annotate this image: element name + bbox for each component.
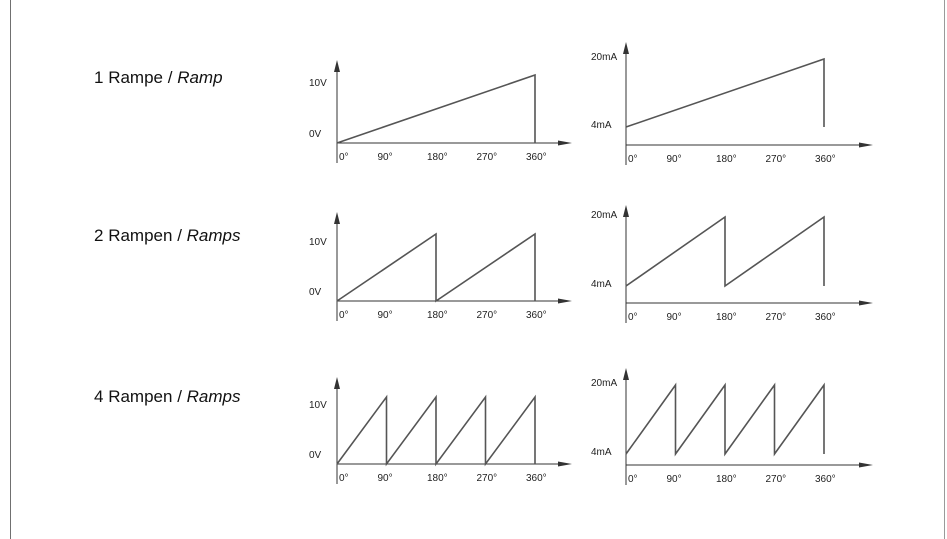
x-tick-label: 90° xyxy=(667,154,682,165)
y-label-low: 0V xyxy=(309,129,322,140)
x-tick-label: 90° xyxy=(667,474,682,485)
y-axis-arrow xyxy=(623,368,629,380)
x-tick-label: 90° xyxy=(378,473,393,484)
ramp-waveform xyxy=(625,382,825,457)
x-tick-label: 360° xyxy=(815,474,836,485)
x-tick-label: 0° xyxy=(628,312,638,323)
y-label-high: 10V xyxy=(309,78,327,89)
y-axis-arrow xyxy=(334,60,340,72)
ramp-waveform xyxy=(625,57,825,128)
x-tick-label: 0° xyxy=(339,473,349,484)
y-axis-arrow xyxy=(334,377,340,389)
x-axis-arrow xyxy=(558,298,572,304)
x-axis-arrow xyxy=(859,462,873,468)
y-label-low: 0V xyxy=(309,287,322,298)
panel-current-row1: 20mA 4mA 0° 90° 180° 270° 360° xyxy=(591,42,873,165)
x-tick-label: 360° xyxy=(526,310,547,321)
x-tick-label: 0° xyxy=(339,310,349,321)
x-tick-label: 180° xyxy=(716,474,737,485)
y-label-high: 20mA xyxy=(591,378,617,389)
y-label-high: 10V xyxy=(309,400,327,411)
panel-voltage-row3: 10V 0V 0° 90° 180° 270° 360° xyxy=(309,377,572,484)
y-label-high: 20mA xyxy=(591,210,617,221)
x-axis-arrow xyxy=(859,300,873,306)
x-tick-label: 90° xyxy=(378,152,393,163)
x-tick-label: 180° xyxy=(716,154,737,165)
x-tick-label: 270° xyxy=(766,312,787,323)
y-axis-arrow xyxy=(334,212,340,224)
x-axis-arrow xyxy=(558,140,572,146)
page-frame xyxy=(10,0,945,539)
x-tick-label: 270° xyxy=(477,310,498,321)
ramp-waveform xyxy=(336,232,536,303)
y-label-low: 4mA xyxy=(591,120,612,131)
y-label-high: 10V xyxy=(309,237,327,248)
y-label-low: 0V xyxy=(309,450,322,461)
panel-voltage-row1: 10V 0V 0° 90° 180° 270° 360° xyxy=(309,60,572,163)
row-label-2: 2 Rampen / Ramps xyxy=(94,226,241,245)
x-tick-label: 0° xyxy=(628,474,638,485)
x-axis-arrow xyxy=(558,461,572,467)
x-tick-label: 0° xyxy=(339,152,349,163)
ramp-waveform xyxy=(336,394,536,467)
y-label-low: 4mA xyxy=(591,447,612,458)
x-tick-label: 270° xyxy=(766,154,787,165)
x-tick-label: 270° xyxy=(477,152,498,163)
row-label-1: 1 Rampe / Ramp xyxy=(94,68,223,87)
x-tick-label: 180° xyxy=(427,152,448,163)
x-tick-label: 270° xyxy=(477,473,498,484)
panel-current-row2: 20mA 4mA 0° 90° 180° 270° 360° xyxy=(591,205,873,323)
y-label-high: 20mA xyxy=(591,52,617,63)
y-axis-arrow xyxy=(623,205,629,217)
x-axis-arrow xyxy=(859,142,873,148)
x-tick-label: 360° xyxy=(526,152,547,163)
ramp-waveform xyxy=(336,73,536,144)
y-label-low: 4mA xyxy=(591,279,612,290)
x-tick-label: 180° xyxy=(427,310,448,321)
x-tick-label: 180° xyxy=(716,312,737,323)
x-tick-label: 360° xyxy=(815,312,836,323)
x-tick-label: 90° xyxy=(378,310,393,321)
panel-voltage-row2: 10V 0V 0° 90° 180° 270° 360° xyxy=(309,212,572,321)
y-axis-arrow xyxy=(623,42,629,54)
x-tick-label: 180° xyxy=(427,473,448,484)
ramp-waveform xyxy=(625,215,825,288)
row-label-4: 4 Rampen / Ramps xyxy=(94,387,241,406)
x-tick-label: 360° xyxy=(815,154,836,165)
panel-current-row3: 20mA 4mA 0° 90° 180° 270° 360° xyxy=(591,368,873,485)
x-tick-label: 0° xyxy=(628,154,638,165)
x-tick-label: 270° xyxy=(766,474,787,485)
x-tick-label: 360° xyxy=(526,473,547,484)
x-tick-label: 90° xyxy=(667,312,682,323)
